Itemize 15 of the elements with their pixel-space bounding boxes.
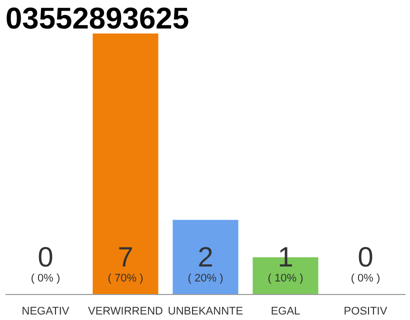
x-tick-label: UNBEKANNTE bbox=[168, 306, 244, 318]
x-tick-label: VERWIRREND bbox=[88, 306, 164, 318]
x-tick-label: POSITIV bbox=[344, 306, 388, 318]
x-tick-label: NEGATIV bbox=[22, 306, 70, 318]
data-label: ( 0% ) bbox=[30, 272, 60, 284]
annotation: 0 bbox=[38, 242, 54, 272]
data-label: ( 10% ) bbox=[268, 272, 304, 284]
data-label: ( 0% ) bbox=[350, 272, 380, 284]
annotation: 0 bbox=[358, 242, 374, 272]
x-tick-label: EGAL bbox=[270, 306, 300, 318]
data-label: ( 20% ) bbox=[188, 272, 224, 284]
chart-title: 03552893625 bbox=[6, 2, 190, 36]
data-label: ( 70% ) bbox=[108, 272, 144, 284]
annotation: 2 bbox=[198, 242, 214, 272]
annotation: 7 bbox=[118, 242, 134, 272]
